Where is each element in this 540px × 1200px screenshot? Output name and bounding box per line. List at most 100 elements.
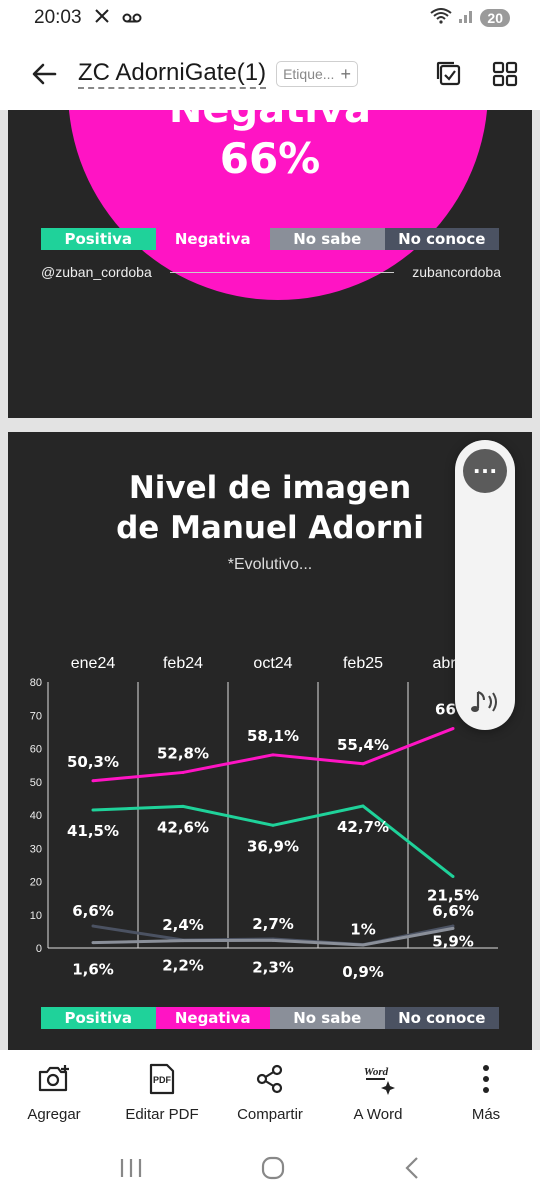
- document-title[interactable]: ZC AdorniGate(1): [78, 59, 267, 89]
- data-label: 21,5%: [427, 887, 479, 905]
- x-tick-label: oct24: [253, 655, 292, 672]
- status-time: 20:03: [34, 7, 82, 28]
- data-label: 2,2%: [162, 957, 204, 975]
- data-point: [271, 938, 275, 942]
- data-point: [451, 727, 455, 731]
- chart-title-line1: Nivel de imagen: [128, 470, 412, 506]
- data-point: [361, 943, 365, 947]
- page2-legend: Positiva Negativa No sabe No conoce: [41, 1007, 499, 1029]
- checkbox-stack-icon: [436, 61, 461, 86]
- home-button[interactable]: [260, 1155, 286, 1186]
- chart-title-line2: de Manuel Adorni: [116, 510, 424, 546]
- floating-read-aloud-panel[interactable]: …: [455, 440, 515, 730]
- y-tick-label: 20: [30, 877, 42, 889]
- data-label: 42,6%: [157, 818, 209, 836]
- data-label: 41,5%: [67, 822, 119, 840]
- recents-button[interactable]: [118, 1157, 144, 1184]
- system-nav-bar: [0, 1140, 540, 1200]
- y-tick-label: 50: [30, 777, 42, 789]
- legend-negativa: Negativa: [155, 228, 270, 250]
- page1-footer: @zuban_cordoba zubancordoba: [41, 264, 501, 280]
- panel-menu-button[interactable]: …: [455, 448, 515, 494]
- y-tick-label: 30: [30, 843, 42, 855]
- data-label: 2,7%: [252, 915, 294, 933]
- more-vertical-icon: [468, 1062, 504, 1096]
- data-label: 1,6%: [72, 961, 114, 979]
- x-tick-label: ene24: [71, 655, 116, 672]
- more-label: Más: [471, 1106, 501, 1123]
- app-bar: ZC AdorniGate(1) Etique... +: [0, 44, 540, 104]
- y-tick-label: 10: [30, 910, 42, 922]
- system-back-button[interactable]: [402, 1155, 422, 1186]
- more-button[interactable]: Más: [432, 1050, 540, 1140]
- legend-positiva: Positiva: [41, 228, 156, 250]
- donut-label: Negativa: [8, 110, 532, 132]
- data-point: [91, 808, 95, 812]
- more-horizontal-icon: …: [463, 449, 507, 493]
- handle-left: @zuban_cordoba: [41, 264, 152, 280]
- data-label: 0,9%: [342, 963, 384, 981]
- y-tick-label: 80: [30, 677, 42, 689]
- y-tick-label: 70: [30, 710, 42, 722]
- data-point: [271, 823, 275, 827]
- data-label: 55,4%: [337, 736, 389, 754]
- back-button[interactable]: [24, 54, 64, 94]
- data-point: [451, 926, 455, 930]
- page-1: Negativa 66% Positiva Negativa No sabe N…: [8, 110, 532, 418]
- arrow-back-icon: [32, 63, 57, 85]
- signal-icon: [458, 8, 474, 29]
- data-label: 52,8%: [157, 744, 209, 762]
- add-button[interactable]: Agregar: [0, 1050, 108, 1140]
- data-point: [181, 804, 185, 808]
- tag-placeholder: Etique...: [283, 66, 335, 82]
- home-icon: [261, 1156, 285, 1179]
- data-point: [451, 875, 455, 879]
- data-label: 50,3%: [67, 753, 119, 771]
- y-tick-label: 0: [36, 943, 42, 955]
- data-point: [451, 924, 455, 928]
- edit-pdf-label: Editar PDF: [125, 1106, 199, 1123]
- data-point: [91, 779, 95, 783]
- recents-icon: [120, 1158, 142, 1177]
- tag-chip[interactable]: Etique... +: [276, 61, 358, 87]
- share-label: Compartir: [237, 1106, 303, 1123]
- pdf-icon: PDF: [144, 1062, 180, 1096]
- legend-negativa: Negativa: [155, 1007, 270, 1029]
- add-label: Agregar: [27, 1106, 81, 1123]
- to-word-button[interactable]: Word A Word: [324, 1050, 432, 1140]
- share-button[interactable]: Compartir: [216, 1050, 324, 1140]
- data-label: 2,4%: [162, 916, 204, 934]
- chevron-left-icon: [405, 1156, 418, 1179]
- x-tick-label: feb24: [163, 655, 203, 672]
- data-point: [181, 939, 185, 943]
- add-photo-icon: [36, 1062, 72, 1096]
- data-label: 42,7%: [337, 818, 389, 836]
- legend-no-conoce: No conoce: [384, 1007, 499, 1029]
- page1-legend: Positiva Negativa No sabe No conoce: [41, 228, 499, 250]
- share-icon: [252, 1062, 288, 1096]
- data-label: 1%: [350, 921, 375, 939]
- legend-positiva: Positiva: [41, 1007, 156, 1029]
- select-pages-button[interactable]: [434, 59, 464, 89]
- donut-value: 66%: [219, 134, 321, 183]
- data-point: [91, 941, 95, 945]
- wifi-icon: [430, 7, 453, 29]
- legend-no-sabe: No sabe: [270, 1007, 385, 1029]
- handle-right: zubancordoba: [412, 264, 501, 280]
- svg-text:PDF: PDF: [153, 1075, 172, 1085]
- word-icon: Word: [360, 1062, 396, 1096]
- edit-pdf-button[interactable]: PDF Editar PDF: [108, 1050, 216, 1140]
- data-label: 36,9%: [247, 837, 299, 855]
- legend-no-conoce: No conoce: [384, 228, 499, 250]
- grid-view-button[interactable]: [490, 59, 520, 89]
- x-tick-label: feb25: [343, 655, 383, 672]
- data-point: [91, 924, 95, 928]
- footer-divider: [169, 271, 395, 273]
- voicemail-icon: [122, 8, 142, 29]
- data-point: [361, 804, 365, 808]
- document-viewer[interactable]: Negativa 66% Positiva Negativa No sabe N…: [0, 110, 540, 1050]
- battery-indicator: 20: [480, 9, 510, 27]
- x-app-icon: [94, 8, 110, 29]
- read-aloud-button[interactable]: [455, 682, 515, 722]
